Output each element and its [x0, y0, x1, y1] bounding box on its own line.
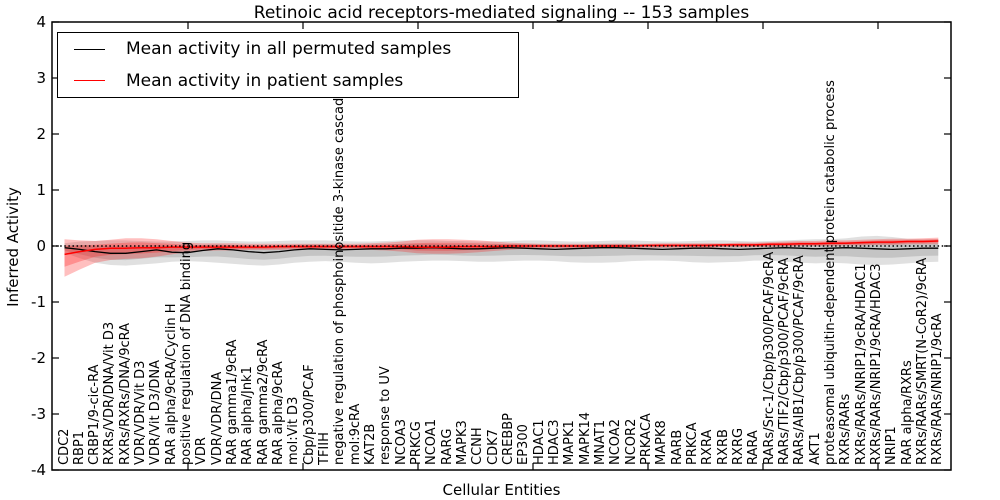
- x-category-label: RXRG: [731, 427, 747, 465]
- x-category-label: CDK7: [485, 429, 501, 465]
- x-axis-label: Cellular Entities: [442, 481, 561, 499]
- x-category-label: TFIIH: [317, 432, 333, 465]
- legend-item-label: Mean activity in all permuted samples: [126, 39, 452, 60]
- y-tick-label: 3: [36, 69, 46, 87]
- x-category-label: RARs/TIF2/Cbp/p300/PCAF/9cRA: [777, 257, 792, 465]
- x-category-label: RBP1: [71, 430, 87, 465]
- x-category-label: MAPK8: [654, 420, 670, 465]
- x-category-label: RXRB: [715, 429, 731, 465]
- x-category-label: CREBBP: [501, 413, 517, 465]
- x-category-label: AKT1: [807, 432, 823, 465]
- x-category-label: mol:9cRA: [347, 403, 363, 465]
- x-category-label: NCOA2: [608, 419, 624, 465]
- x-category-label: mol:Vit D3: [286, 396, 302, 465]
- x-category-label: MAPK1: [562, 420, 578, 465]
- x-category-label: response to UV: [378, 366, 394, 465]
- y-tick-label: -2: [31, 349, 46, 367]
- x-category-label: RAR alpha/Jnk1: [240, 366, 256, 465]
- permuted-line-swatch: [74, 48, 105, 50]
- y-tick-label: -1: [31, 293, 46, 311]
- y-tick-label: 1: [36, 181, 46, 199]
- x-category-label: MAPK14: [577, 411, 593, 465]
- patient-line-swatch: [74, 80, 105, 82]
- x-category-label: positive regulation of DNA binding: [179, 241, 195, 465]
- x-category-label: Cbp/p300/PCAF: [301, 364, 317, 465]
- x-category-label: RXRs/RARs/SMRT(N-CoR2)/9cRA: [914, 257, 930, 465]
- x-category-label: NCOR2: [623, 418, 639, 465]
- y-tick-label: 0: [36, 237, 46, 255]
- legend: Mean activity in all permuted samples Me…: [57, 32, 519, 98]
- x-category-label: VDR/VDR/Vit D3: [133, 360, 149, 465]
- x-category-label: PRKACA: [639, 413, 655, 465]
- x-category-label: RAR gamma2/9cRA: [255, 339, 271, 465]
- x-category-label: VDR/VDR/DNA: [209, 371, 225, 465]
- x-category-label: RARs/AIB1/Cbp/p300/PCAF/9cRA: [792, 255, 808, 465]
- x-category-label: CCNH: [470, 427, 486, 465]
- x-category-label: RXRA: [700, 429, 716, 465]
- x-category-label: RXRs/RARs/NRIP1/9cRA/HDAC1: [853, 263, 869, 465]
- x-category-label: RARB: [669, 429, 685, 465]
- x-category-label: MNAT1: [593, 419, 609, 465]
- x-category-label: RXRs/VDR/DNA/Vit D3: [102, 321, 118, 465]
- x-category-label: PRKCG: [409, 421, 425, 465]
- x-category-label: RXRs/RARs: [838, 393, 854, 465]
- permuted-mean-line: [64, 247, 939, 254]
- x-category-label: CDC2: [56, 428, 72, 465]
- legend-item-patient: Mean activity in patient samples: [58, 66, 518, 96]
- y-tick-label: -3: [31, 405, 46, 423]
- x-category-label: RAR alpha/9cRA/Cyclin H: [163, 303, 179, 465]
- x-category-label: VDR: [194, 437, 210, 465]
- x-category-label: proteasomal ubiquitin-dependent protein …: [823, 80, 838, 465]
- x-category-label: RARs/Src-1/Cbp/p300/PCAF/9cRA: [761, 251, 777, 465]
- x-category-label: RAR alpha/9cRA: [271, 361, 287, 465]
- x-category-label: RARG: [439, 428, 455, 465]
- y-tick-label: 4: [36, 13, 46, 31]
- x-category-label: negative regulation of phosphoinositide …: [332, 89, 348, 465]
- patient-mean-line: [64, 240, 939, 256]
- x-category-label: RXRs/RXRs/DNA/9cRA: [117, 322, 133, 465]
- x-category-label: NRIP1: [884, 426, 900, 465]
- x-category-label: RAR alpha/RXRs: [899, 360, 915, 465]
- patient-samples-range-band: [64, 237, 939, 277]
- x-category-label: RARA: [746, 430, 762, 465]
- x-category-label: KAT2B: [363, 423, 379, 465]
- x-category-label: HDAC1: [531, 419, 547, 465]
- x-category-label: EP300: [516, 424, 532, 465]
- x-category-label: PRKCA: [685, 422, 701, 465]
- x-category-label: RXRs/RARs/NRIP1/9cRA/HDAC3: [868, 263, 884, 465]
- y-tick-label: -4: [31, 461, 46, 479]
- chart-title: Retinoic acid receptors-mediated signali…: [253, 3, 750, 23]
- x-category-label: CRBP1/9-cic-RA: [87, 364, 103, 465]
- x-category-label: NCOA1: [424, 419, 440, 465]
- legend-item-label: Mean activity in patient samples: [126, 70, 404, 91]
- y-tick-label: 2: [36, 125, 46, 143]
- legend-item-permuted: Mean activity in all permuted samples: [58, 34, 518, 64]
- x-category-label: VDR/Vit D3/DNA: [148, 359, 164, 465]
- x-category-label: NCOA3: [393, 419, 409, 465]
- permuted-samples-range-band: [64, 235, 939, 266]
- x-category-label: HDAC3: [547, 419, 563, 465]
- x-category-label: RAR gamma1/9cRA: [225, 339, 241, 465]
- x-category-label: MAPK3: [455, 420, 471, 465]
- x-category-label: RXRs/RARs/NRIP1/9cRA: [930, 313, 946, 465]
